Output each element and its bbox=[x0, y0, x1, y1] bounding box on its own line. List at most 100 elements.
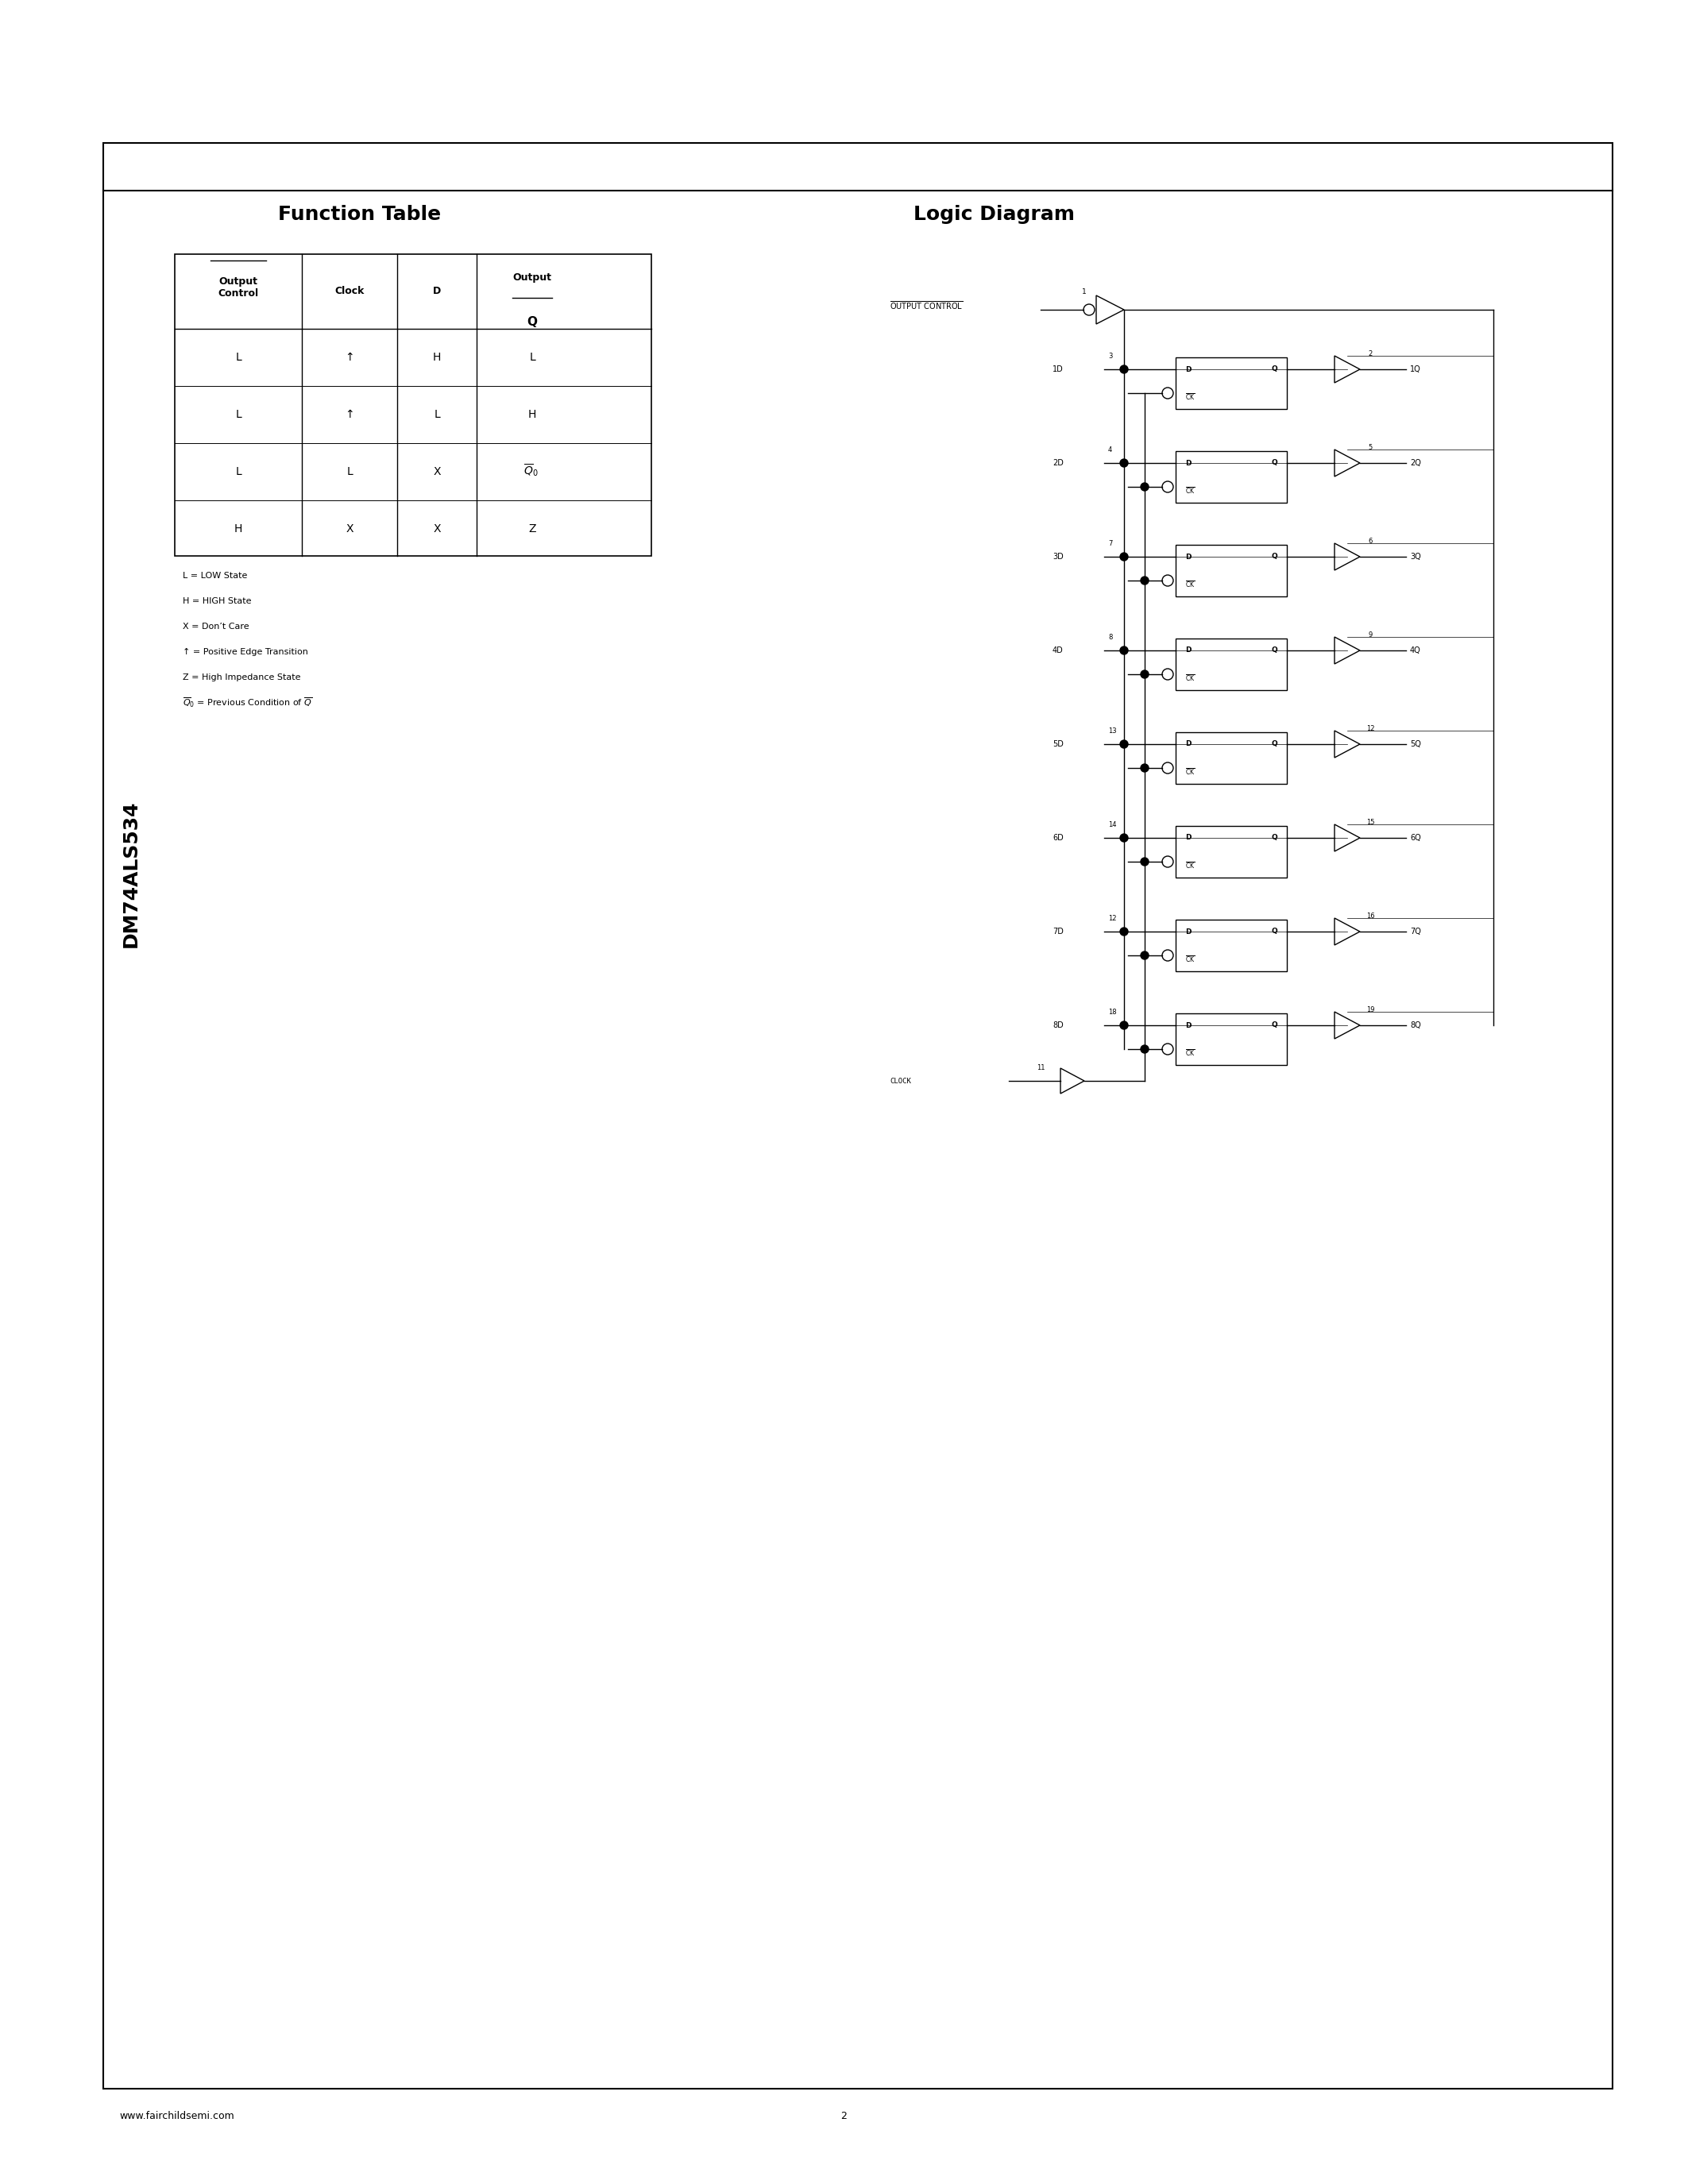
Text: $\overline{\mathrm{OUTPUT\ CONTROL}}$: $\overline{\mathrm{OUTPUT\ CONTROL}}$ bbox=[890, 299, 962, 312]
Bar bbox=[1175, 1013, 1286, 1066]
Text: L: L bbox=[235, 408, 241, 419]
Polygon shape bbox=[1335, 917, 1361, 946]
Text: D: D bbox=[1185, 365, 1192, 373]
Bar bbox=[176, 253, 652, 557]
Circle shape bbox=[1121, 365, 1128, 373]
Circle shape bbox=[1121, 1022, 1128, 1029]
Text: 12: 12 bbox=[1107, 915, 1116, 922]
Text: 7D: 7D bbox=[1053, 928, 1063, 935]
Text: $\overline{Q}_0$ = Previous Condition of $\overline{Q}$: $\overline{Q}_0$ = Previous Condition of… bbox=[182, 697, 312, 710]
Text: H = HIGH State: H = HIGH State bbox=[182, 596, 252, 605]
Polygon shape bbox=[1096, 295, 1124, 323]
Text: 3Q: 3Q bbox=[1409, 553, 1421, 561]
Circle shape bbox=[1121, 459, 1128, 467]
Text: 13: 13 bbox=[1107, 727, 1116, 734]
Circle shape bbox=[1121, 553, 1128, 561]
Bar bbox=[1175, 452, 1286, 502]
Text: Q: Q bbox=[1271, 646, 1278, 653]
Text: 12: 12 bbox=[1366, 725, 1374, 732]
Bar bbox=[1175, 732, 1286, 784]
Bar bbox=[1175, 826, 1286, 878]
Text: $\overline{Q}_0$: $\overline{Q}_0$ bbox=[523, 463, 538, 478]
Circle shape bbox=[1161, 762, 1173, 773]
Text: 3: 3 bbox=[1107, 352, 1112, 360]
Text: $\overline{\mathrm{CK}}$: $\overline{\mathrm{CK}}$ bbox=[1185, 1048, 1195, 1057]
Text: Z: Z bbox=[528, 522, 537, 535]
Text: 18: 18 bbox=[1107, 1009, 1116, 1016]
Circle shape bbox=[1161, 668, 1173, 679]
Text: Q: Q bbox=[1271, 834, 1278, 841]
Text: X: X bbox=[434, 465, 441, 476]
Text: L: L bbox=[434, 408, 441, 419]
Text: 14: 14 bbox=[1107, 821, 1116, 828]
Text: 5Q: 5Q bbox=[1409, 740, 1421, 749]
Polygon shape bbox=[1335, 544, 1361, 570]
Bar bbox=[1175, 638, 1286, 690]
Text: Output
Control: Output Control bbox=[218, 275, 258, 299]
Text: L: L bbox=[528, 352, 535, 363]
Text: ↑: ↑ bbox=[344, 408, 354, 419]
Text: 16: 16 bbox=[1366, 913, 1374, 919]
Text: X: X bbox=[434, 522, 441, 535]
Text: $\overline{\mathrm{CK}}$: $\overline{\mathrm{CK}}$ bbox=[1185, 860, 1195, 871]
Text: 7: 7 bbox=[1107, 539, 1112, 548]
Text: 11: 11 bbox=[1036, 1064, 1045, 1072]
Text: $\overline{\mathrm{CK}}$: $\overline{\mathrm{CK}}$ bbox=[1185, 487, 1195, 496]
Text: 5D: 5D bbox=[1053, 740, 1063, 749]
Text: $\overline{\mathrm{CK}}$: $\overline{\mathrm{CK}}$ bbox=[1185, 954, 1195, 963]
Text: ↑: ↑ bbox=[344, 352, 354, 363]
Text: D: D bbox=[432, 286, 441, 297]
Text: $\overline{\mathrm{CK}}$: $\overline{\mathrm{CK}}$ bbox=[1185, 393, 1195, 402]
Text: ↑ = Positive Edge Transition: ↑ = Positive Edge Transition bbox=[182, 649, 309, 655]
Bar bbox=[1175, 358, 1286, 408]
Text: Q: Q bbox=[1271, 553, 1278, 561]
Text: 2: 2 bbox=[841, 2112, 847, 2121]
Text: Q: Q bbox=[1271, 459, 1278, 467]
Text: H: H bbox=[432, 352, 441, 363]
Circle shape bbox=[1121, 928, 1128, 935]
Bar bbox=[1175, 544, 1286, 596]
Text: L = LOW State: L = LOW State bbox=[182, 572, 248, 579]
FancyBboxPatch shape bbox=[103, 142, 1612, 2088]
Circle shape bbox=[1141, 858, 1148, 865]
Text: 4D: 4D bbox=[1053, 646, 1063, 655]
Circle shape bbox=[1084, 304, 1094, 314]
Circle shape bbox=[1161, 950, 1173, 961]
Text: X: X bbox=[346, 522, 353, 535]
Text: Q: Q bbox=[1271, 1022, 1278, 1029]
Polygon shape bbox=[1335, 732, 1361, 758]
Text: D: D bbox=[1185, 459, 1192, 467]
Text: Clock: Clock bbox=[334, 286, 365, 297]
Text: 4Q: 4Q bbox=[1409, 646, 1421, 655]
Text: X = Don’t Care: X = Don’t Care bbox=[182, 622, 250, 631]
Text: 6: 6 bbox=[1367, 537, 1372, 544]
Circle shape bbox=[1141, 764, 1148, 771]
Circle shape bbox=[1141, 1046, 1148, 1053]
Circle shape bbox=[1141, 670, 1148, 679]
Circle shape bbox=[1161, 387, 1173, 400]
Text: CLOCK: CLOCK bbox=[890, 1077, 912, 1085]
Text: 8D: 8D bbox=[1053, 1022, 1063, 1029]
Bar bbox=[1175, 919, 1286, 972]
Text: H: H bbox=[528, 408, 537, 419]
Text: 2Q: 2Q bbox=[1409, 459, 1421, 467]
Circle shape bbox=[1141, 577, 1148, 585]
Circle shape bbox=[1121, 740, 1128, 749]
Text: Q: Q bbox=[1271, 928, 1278, 935]
Polygon shape bbox=[1335, 1011, 1361, 1040]
Text: 1: 1 bbox=[1082, 288, 1087, 295]
Circle shape bbox=[1121, 646, 1128, 655]
Text: DM74ALS534: DM74ALS534 bbox=[122, 799, 140, 948]
Text: 9: 9 bbox=[1369, 631, 1372, 638]
Text: 8: 8 bbox=[1107, 633, 1112, 640]
Text: 2: 2 bbox=[1369, 349, 1372, 358]
Circle shape bbox=[1161, 856, 1173, 867]
Text: D: D bbox=[1185, 1022, 1192, 1029]
Text: Function Table: Function Table bbox=[279, 205, 441, 225]
Circle shape bbox=[1121, 834, 1128, 841]
Polygon shape bbox=[1335, 638, 1361, 664]
Circle shape bbox=[1161, 574, 1173, 585]
Text: $\overline{\mathrm{CK}}$: $\overline{\mathrm{CK}}$ bbox=[1185, 767, 1195, 778]
Text: www.fairchildsemi.com: www.fairchildsemi.com bbox=[120, 2112, 235, 2121]
Text: 15: 15 bbox=[1366, 819, 1374, 826]
